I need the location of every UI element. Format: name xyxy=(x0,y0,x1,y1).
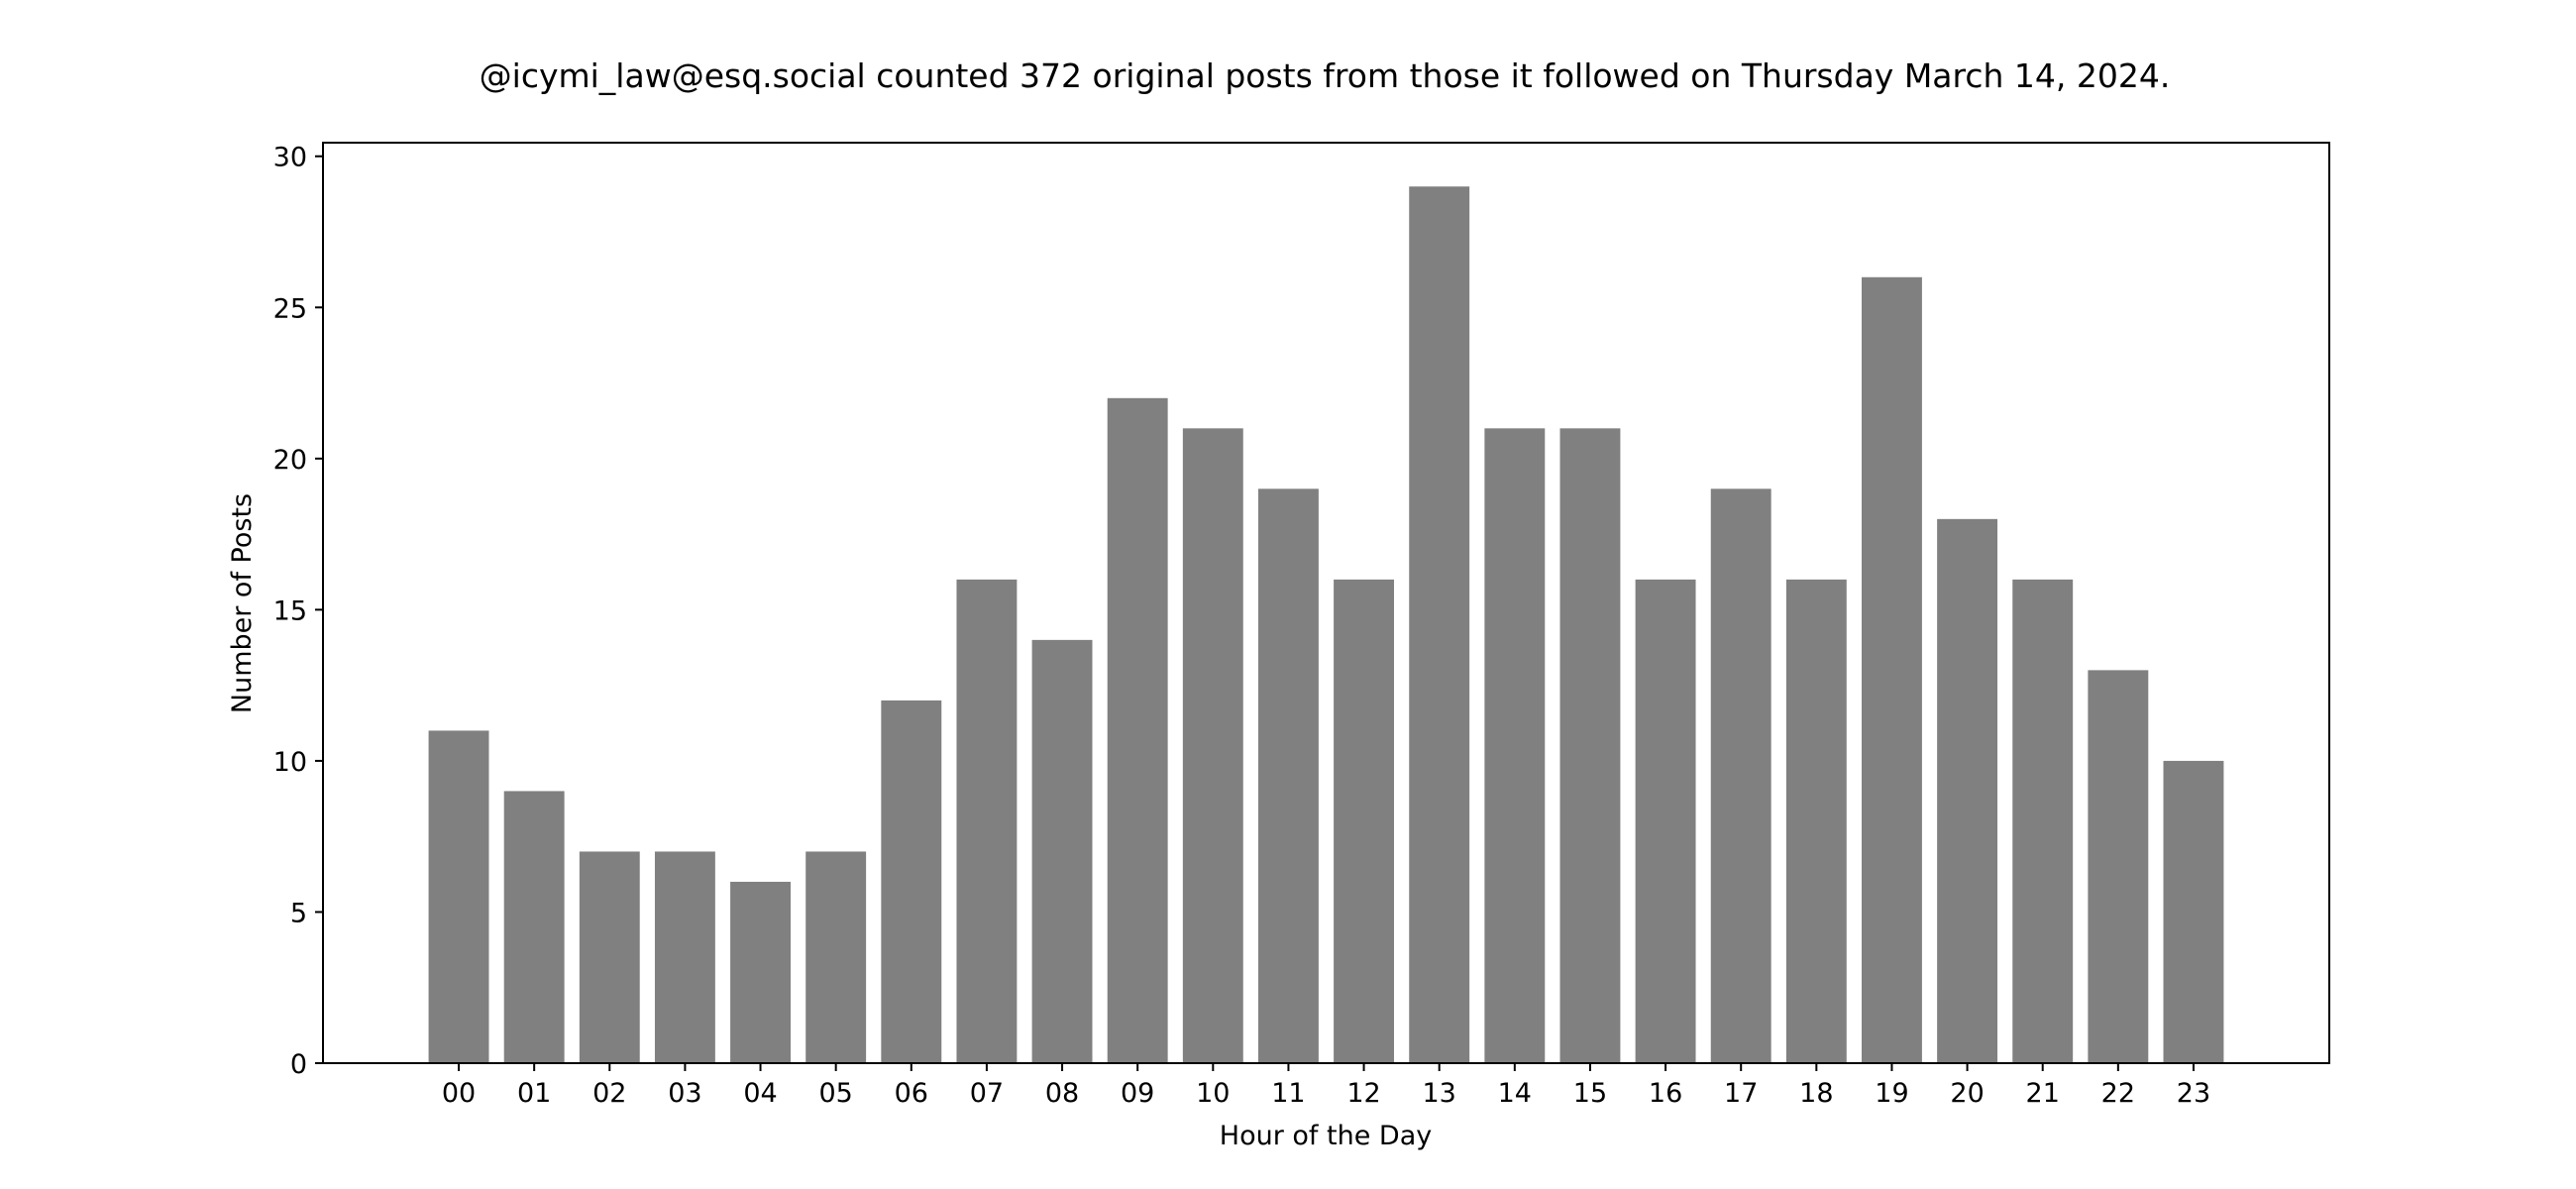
x-tick-label: 08 xyxy=(1045,1078,1079,1109)
bar-21 xyxy=(2012,579,2074,1063)
bar-10 xyxy=(1182,428,1243,1063)
x-tick-label: 11 xyxy=(1271,1078,1305,1109)
bar-07 xyxy=(956,579,1018,1063)
y-tick-label: 25 xyxy=(273,293,307,324)
x-tick-label: 15 xyxy=(1573,1078,1607,1109)
x-tick-label: 06 xyxy=(895,1078,928,1109)
x-tick-label: 09 xyxy=(1121,1078,1154,1109)
x-tick-label: 01 xyxy=(517,1078,551,1109)
x-tick-label: 19 xyxy=(1875,1078,1908,1109)
x-tick-label: 10 xyxy=(1196,1078,1230,1109)
x-tick-label: 13 xyxy=(1423,1078,1456,1109)
bar-06 xyxy=(881,700,942,1063)
bar-05 xyxy=(805,851,867,1063)
x-axis: 00 01 02 03 04 05 06 07 08 09 10 11 12 13 14 15 16 17 18 19… xyxy=(442,1063,2210,1109)
x-tick-label: 17 xyxy=(1724,1078,1758,1109)
x-tick-label: 16 xyxy=(1649,1078,1682,1109)
bar-04 xyxy=(730,881,791,1063)
x-tick-label: 07 xyxy=(970,1078,1004,1109)
y-tick-label: 0 xyxy=(290,1049,307,1080)
x-tick-label: 12 xyxy=(1346,1078,1380,1109)
x-tick-label: 02 xyxy=(592,1078,626,1109)
bar-17 xyxy=(1710,488,1771,1064)
bar-12 xyxy=(1334,579,1395,1063)
x-tick-label: 18 xyxy=(1799,1078,1833,1109)
x-tick-label: 04 xyxy=(743,1078,777,1109)
chart-title: @icymi_law@esq.social counted 372 origin… xyxy=(480,56,2171,95)
bar-02 xyxy=(579,851,640,1063)
x-tick-label: 22 xyxy=(2101,1078,2135,1109)
y-tick-label: 15 xyxy=(273,595,307,626)
bar-18 xyxy=(1785,579,1847,1063)
x-tick-label: 05 xyxy=(818,1078,852,1109)
y-axis: 0 5 10 15 20 25 30 xyxy=(273,143,323,1080)
bar-23 xyxy=(2163,760,2224,1063)
y-tick-label: 30 xyxy=(273,143,307,173)
bar-11 xyxy=(1257,488,1319,1064)
bars-layer xyxy=(428,186,2224,1064)
x-axis-label: Hour of the Day xyxy=(1220,1121,1432,1151)
bar-13 xyxy=(1409,186,1470,1064)
x-tick-label: 03 xyxy=(668,1078,701,1109)
bar-03 xyxy=(654,851,715,1063)
y-tick-label: 10 xyxy=(273,747,307,778)
bar-15 xyxy=(1559,428,1621,1063)
y-axis-label: Number of Posts xyxy=(227,493,258,713)
plot-frame xyxy=(322,142,2330,1064)
bar-14 xyxy=(1484,428,1546,1063)
bar-22 xyxy=(2088,670,2149,1063)
bar-09 xyxy=(1107,397,1168,1063)
bar-00 xyxy=(428,730,489,1063)
bar-08 xyxy=(1031,639,1093,1063)
x-tick-label: 23 xyxy=(2177,1078,2210,1109)
bar-01 xyxy=(503,791,565,1063)
y-tick-label: 5 xyxy=(290,898,307,928)
bar-20 xyxy=(1937,518,1998,1063)
y-tick-label: 20 xyxy=(273,445,307,476)
x-tick-label: 21 xyxy=(2026,1078,2060,1109)
bar-19 xyxy=(1862,276,1922,1063)
x-tick-label: 14 xyxy=(1498,1078,1532,1109)
x-tick-label: 20 xyxy=(1950,1078,1984,1109)
bar-16 xyxy=(1635,579,1696,1063)
x-tick-label: 00 xyxy=(442,1078,476,1109)
